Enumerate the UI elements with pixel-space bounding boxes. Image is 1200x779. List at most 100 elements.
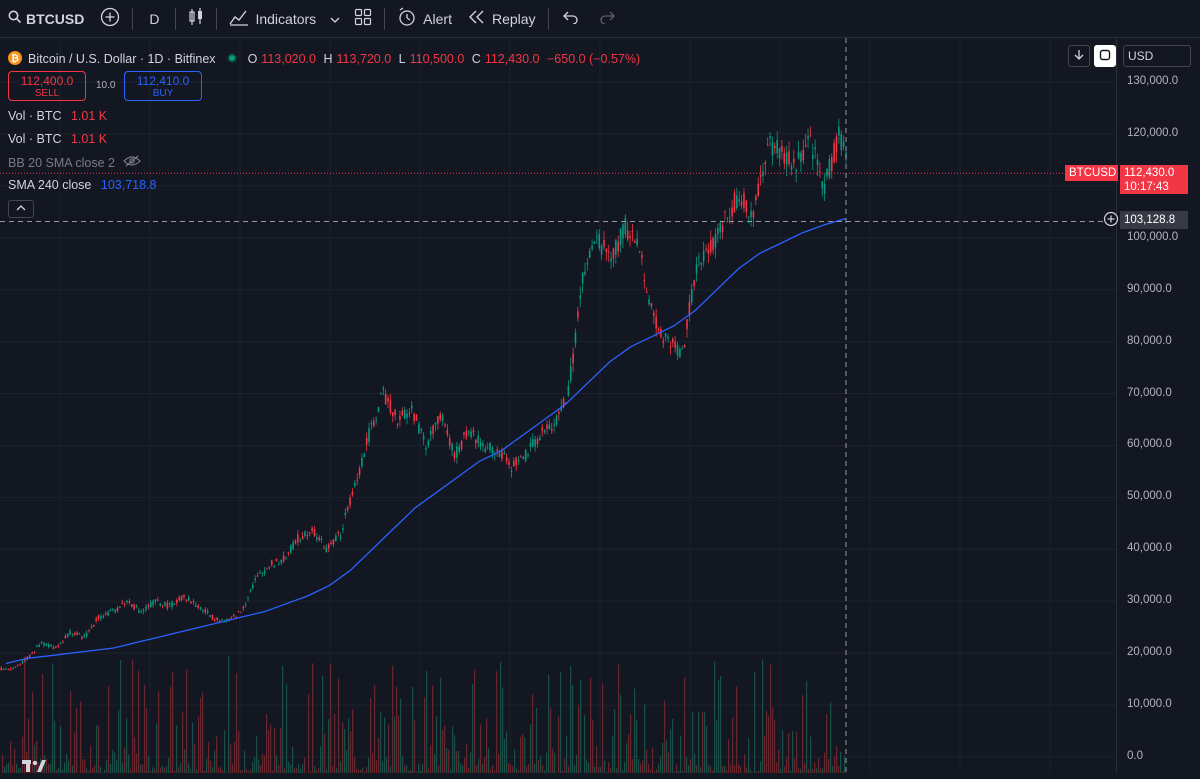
indicators-dropdown[interactable] xyxy=(324,0,346,37)
close-label: C xyxy=(472,52,481,66)
candle-body xyxy=(480,442,482,446)
candle-body xyxy=(639,252,641,253)
replay-button[interactable]: Replay xyxy=(460,0,544,37)
auto-scale-button[interactable] xyxy=(1094,45,1116,67)
layouts-button[interactable] xyxy=(346,0,380,37)
indicator-volume-1[interactable]: Vol · BTC 1.01 K xyxy=(8,109,107,123)
candle-body xyxy=(670,347,672,348)
eye-crossed-icon[interactable] xyxy=(123,155,141,170)
candle-body xyxy=(644,280,646,281)
volume-bar xyxy=(818,758,819,773)
price-axis-label: 80,000.0 xyxy=(1127,335,1172,347)
compare-button[interactable] xyxy=(92,0,128,37)
candle-body xyxy=(423,436,425,440)
buy-button[interactable]: 112,410.0 BUY xyxy=(124,71,202,101)
price-axis-label: 50,000.0 xyxy=(1127,490,1172,502)
candle-body xyxy=(259,573,261,574)
candle-body xyxy=(769,136,771,138)
volume-bar xyxy=(264,755,265,773)
undo-button[interactable] xyxy=(553,0,589,37)
volume-bar xyxy=(626,743,627,773)
redo-icon xyxy=(599,10,615,27)
replay-label: Replay xyxy=(492,11,536,27)
candle-body xyxy=(385,394,387,404)
volume-bar xyxy=(632,759,633,773)
alert-button[interactable]: Alert xyxy=(389,0,460,37)
candle-body xyxy=(601,246,603,254)
price-chart[interactable] xyxy=(0,38,1116,773)
scroll-to-latest-button[interactable] xyxy=(1068,45,1090,67)
volume-bar xyxy=(618,664,619,773)
toolbar-divider xyxy=(216,8,217,30)
candle-body xyxy=(50,645,52,646)
volume-bar xyxy=(370,698,371,773)
candle-body xyxy=(691,289,693,303)
candle-body xyxy=(496,450,498,452)
plus-circle-icon xyxy=(100,7,120,30)
volume-bar xyxy=(122,763,123,773)
bitcoin-logo-icon: ₿ xyxy=(8,51,22,68)
candle-body xyxy=(212,615,214,619)
volume-bar xyxy=(662,743,663,773)
candle-body xyxy=(53,648,55,650)
candle-body xyxy=(299,540,301,541)
volume-bar xyxy=(490,769,491,773)
candle-body xyxy=(522,457,524,459)
candle-body xyxy=(620,229,622,245)
sell-button[interactable]: 112,400.0 SELL xyxy=(8,71,86,101)
indicator-volume-2[interactable]: Vol · BTC 1.01 K xyxy=(8,132,107,146)
volume-bar xyxy=(184,750,185,773)
candle-body xyxy=(205,610,207,613)
interval-button[interactable]: D xyxy=(137,0,171,37)
volume-bar xyxy=(684,677,685,773)
candle-body xyxy=(366,438,368,445)
candle-body xyxy=(579,296,581,299)
candle-body xyxy=(159,604,161,606)
volume-bar xyxy=(642,761,643,773)
volume-bar xyxy=(782,730,783,773)
indicator-bollinger[interactable]: BB 20 SMA close 2 xyxy=(8,155,141,170)
volume-bar xyxy=(636,720,637,773)
volume-bar xyxy=(232,764,233,773)
chart-type-button[interactable] xyxy=(180,0,212,37)
candle-body xyxy=(449,438,451,445)
volume-bar xyxy=(570,666,571,773)
indicators-label: Indicators xyxy=(255,11,316,27)
volume-bar xyxy=(458,751,459,773)
volume-bar xyxy=(126,719,127,773)
indicators-button[interactable]: Indicators xyxy=(221,0,324,37)
candle-body xyxy=(72,635,74,636)
candle-body xyxy=(468,431,470,432)
candle-body xyxy=(150,602,152,607)
volume-bar xyxy=(278,765,279,773)
market-open-dot-icon xyxy=(226,52,238,67)
indicator-sma[interactable]: SMA 240 close 103,718.8 xyxy=(8,178,156,192)
add-alert-crosshair-button[interactable] xyxy=(1099,211,1119,229)
volume-bar xyxy=(734,765,735,773)
candle-body xyxy=(705,249,707,250)
volume-bar xyxy=(312,663,313,773)
candle-body xyxy=(0,668,2,670)
volume-bar xyxy=(428,769,429,773)
volume-bar xyxy=(58,768,59,773)
candle-body xyxy=(648,299,650,304)
candle-body xyxy=(458,447,460,452)
candle-body xyxy=(662,341,664,343)
chart-legend: ₿ Bitcoin / U.S. Dollar · 1D · Bitfinex … xyxy=(8,48,644,70)
symbol-search[interactable]: BTCUSD xyxy=(0,0,92,37)
volume-bar xyxy=(144,685,145,773)
volume-bar xyxy=(800,769,801,773)
collapse-legend-button[interactable] xyxy=(8,200,34,218)
redo-button[interactable] xyxy=(589,0,625,37)
volume-bar xyxy=(760,761,761,773)
candle-body xyxy=(276,559,278,561)
volume-bar xyxy=(86,769,87,773)
volume-bar xyxy=(822,768,823,773)
chart-pane[interactable] xyxy=(0,38,1116,773)
volume-bar xyxy=(82,759,83,773)
candle-body xyxy=(681,349,683,350)
volume-bar xyxy=(784,766,785,773)
candle-body xyxy=(451,444,453,450)
volume-bar xyxy=(524,737,525,773)
